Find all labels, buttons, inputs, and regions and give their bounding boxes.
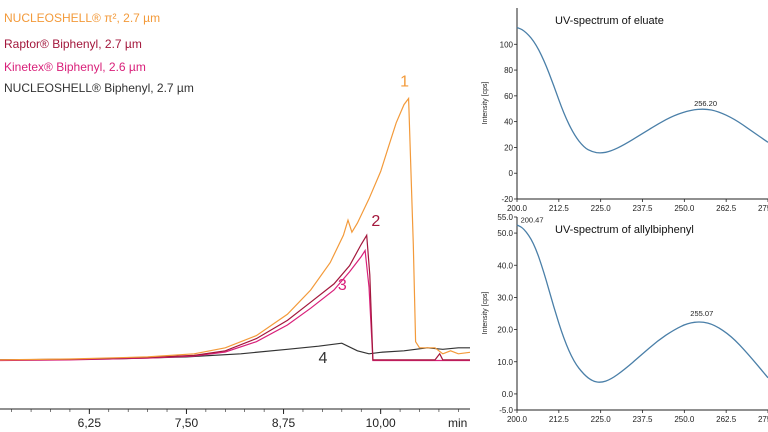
uv2-x-tick-label: 212.5	[549, 415, 570, 424]
chromatogram-chart: 6,25 7,50 8,75 10,00 min NUCLEOSHELL® π², 2…	[0, 11, 471, 430]
chromatogram-series-line-2	[0, 233, 470, 361]
chromatogram-x-tick-label: 6,25	[78, 416, 102, 430]
uv1-y-tick-label: 80	[504, 66, 513, 75]
uv-spectrum-eluate-chart: -20 0 20 40 60 80 100 200.0 212.5 225.0 237.5 250.…	[482, 8, 768, 213]
uv1-y-tick-label: 60	[504, 92, 513, 101]
uv-eluate-y-axis-label: Intensity [cps]	[482, 82, 489, 125]
uv1-y-tick-label: 40	[504, 118, 513, 127]
uv2-y-tick-label: 30.0	[497, 293, 513, 302]
uv1-y-tick-label: 20	[504, 143, 513, 152]
uv-allyl-y-axis-label: Intensity [cps]	[482, 292, 489, 335]
legend-entry-2: Raptor® Biphenyl, 2.7 µm	[4, 37, 142, 51]
legend-entry-4: NUCLEOSHELL® Biphenyl, 2.7 µm	[4, 81, 194, 95]
uv2-y-tick-label: 55.0	[497, 213, 513, 222]
uv-allyl-x-ticks: 200.0 212.5 225.0 237.5 250.0 262.5 275.0	[507, 410, 768, 424]
uv2-x-tick-label: 237.5	[632, 415, 653, 424]
chromatogram-series-line-4	[0, 342, 470, 361]
chromatogram-x-tick-label: 10,00	[366, 416, 396, 430]
peak-label-2: 2	[371, 213, 380, 230]
uv-spectrum-allylbiphenyl-chart: -5.0 0.0 10.0 20.0 30.0 40.0 50.0 55.0 200.0 212…	[482, 213, 768, 424]
uv-eluate-title: UV-spectrum of eluate	[555, 15, 664, 27]
uv1-y-tick-label: 100	[500, 40, 514, 49]
uv2-peak-annotation: 255.07	[690, 309, 713, 318]
uv2-x-tick-label: 225.0	[591, 415, 612, 424]
uv1-x-tick-label: 262.5	[716, 204, 737, 213]
uv-eluate-series-line	[516, 26, 768, 154]
chromatogram-x-axis-label: min	[448, 416, 467, 430]
uv2-x-tick-label: 250.0	[674, 415, 695, 424]
uv1-peak-annotation: 256.20	[694, 99, 717, 108]
chromatogram-lines	[0, 96, 471, 362]
legend-entry-1: NUCLEOSHELL® π², 2.7 µm	[4, 11, 160, 25]
uv2-y-tick-label: 40.0	[497, 261, 513, 270]
uv2-x-tick-label: 262.5	[716, 415, 737, 424]
peak-label-1: 1	[400, 73, 409, 90]
uv-allyl-annotations: 200.47 255.07	[521, 216, 714, 318]
uv2-peak-annotation: 200.47	[521, 216, 544, 225]
peak-label-3: 3	[338, 277, 347, 294]
uv-allyl-series-line	[516, 224, 768, 383]
chromatogram-x-tick-label: 7,50	[175, 416, 199, 430]
uv-eluate-y-ticks: -20 0 20 40 60 80 100	[500, 40, 517, 204]
uv-allyl-title: UV-spectrum of allylbiphenyl	[555, 224, 694, 236]
uv1-x-tick-label: 275.0	[758, 204, 768, 213]
uv1-x-tick-label: 237.5	[632, 204, 653, 213]
uv-allyl-y-ticks: -5.0 0.0 10.0 20.0 30.0 40.0 50.0 55.0	[497, 213, 517, 415]
chromatogram-x-tick-label: 8,75	[272, 416, 296, 430]
uv1-y-tick-label: 0	[509, 169, 514, 178]
legend-entry-3: Kinetex® Biphenyl, 2.6 µm	[4, 60, 146, 74]
chromatogram-peak-labels: 1 2 3 4	[319, 73, 410, 367]
uv2-y-tick-label: 0.0	[502, 390, 514, 399]
uv1-x-tick-label: 250.0	[674, 204, 695, 213]
uv2-x-tick-label: 200.0	[507, 415, 528, 424]
uv2-y-tick-label: -5.0	[499, 406, 513, 415]
uv2-x-tick-label: 275.0	[758, 415, 768, 424]
uv-eluate-annotations: 256.20	[694, 99, 717, 108]
uv2-y-tick-label: 50.0	[497, 229, 513, 238]
chromatogram-legend: NUCLEOSHELL® π², 2.7 µm Raptor® Biphenyl,…	[4, 11, 194, 95]
uv-eluate-x-ticks: 200.0 212.5 225.0 237.5 250.0 262.5 275.0	[507, 199, 768, 213]
peak-label-4: 4	[319, 350, 328, 367]
uv1-y-tick-label: -20	[501, 195, 513, 204]
chromatogram-series-line-1	[0, 96, 471, 361]
uv2-y-tick-label: 10.0	[497, 358, 513, 367]
uv1-x-tick-label: 225.0	[591, 204, 612, 213]
uv2-y-tick-label: 20.0	[497, 326, 513, 335]
uv1-x-tick-label: 200.0	[507, 204, 528, 213]
uv1-x-tick-label: 212.5	[549, 204, 570, 213]
chromatogram-x-ticks: 6,25 7,50 8,75 10,00	[11, 409, 459, 430]
